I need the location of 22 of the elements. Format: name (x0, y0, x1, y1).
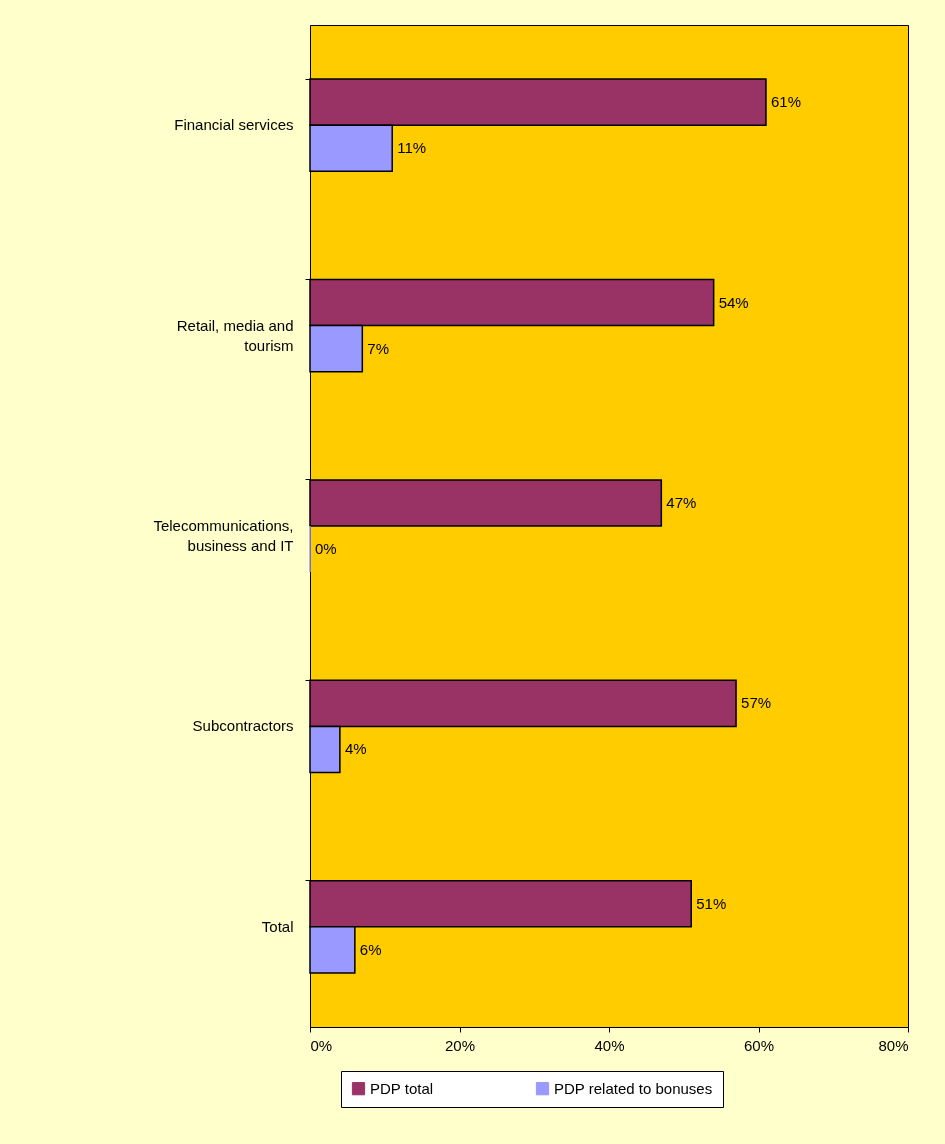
x-tick-label: 60% (743, 1036, 775, 1054)
data-label: 61% (770, 93, 802, 111)
data-label: 7% (367, 339, 390, 357)
y-tick-label: Retail, media and tourism (176, 316, 294, 354)
data-label: 4% (344, 740, 367, 758)
y-tick-label: Subcontractors (192, 717, 294, 735)
data-label: 0% (315, 540, 337, 558)
x-tick-label: 20% (444, 1036, 476, 1054)
x-tick-label: 0% (310, 1036, 333, 1054)
data-label: 11% (397, 139, 427, 157)
x-tick-label: 80% (878, 1036, 909, 1054)
legend-label: PDP related to bonuses (554, 1079, 713, 1097)
y-tick-label: Total (261, 917, 294, 935)
data-label: 47% (666, 493, 697, 511)
data-label: 54% (718, 293, 749, 311)
x-tick-label: 40% (594, 1036, 625, 1054)
legend-label: PDP total (370, 1079, 434, 1097)
data-label: 57% (741, 694, 772, 712)
y-tick-label: Telecommunications, business and IT (153, 517, 294, 554)
data-label: 51% (696, 894, 727, 912)
y-tick-label: Financial services (174, 116, 294, 134)
data-label: 6% (359, 940, 382, 958)
